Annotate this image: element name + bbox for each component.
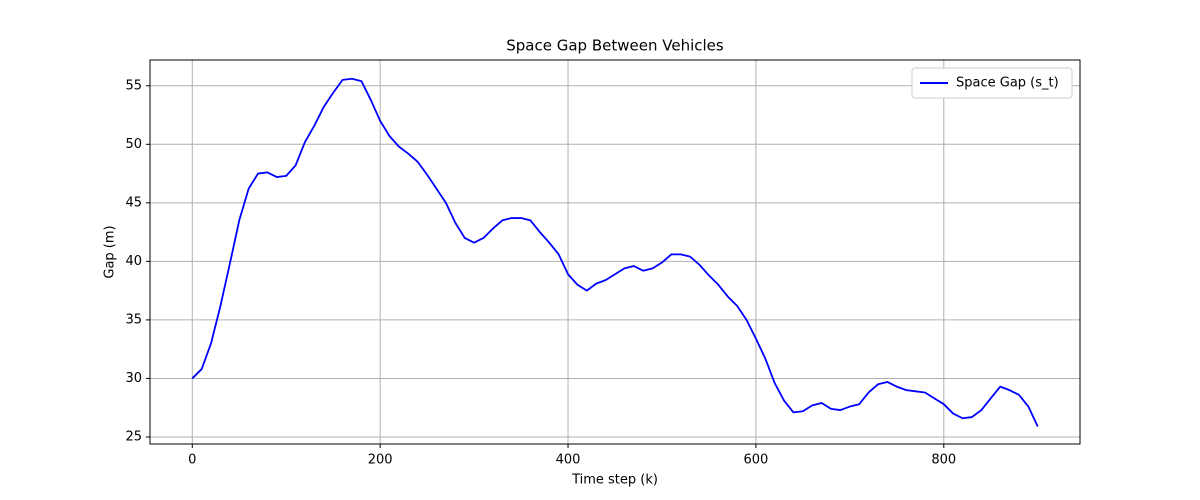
x-tick-label: 200 [368,453,393,468]
y-tick-label: 55 [125,78,142,93]
legend-box [911,67,1073,99]
data-line [191,77,1039,427]
y-tick-label: 50 [125,137,142,152]
chart-title: Space Gap Between Vehicles [506,37,724,55]
y-tick-label: 40 [125,254,142,269]
y-axis-label: Gap (m) [103,225,118,278]
y-tick-label: 30 [125,371,142,386]
plot-frame [149,59,1081,445]
x-tick-label: 800 [931,453,956,468]
legend-label: Space Gap (s_t) [956,76,1059,91]
y-tick-label: 45 [125,195,142,210]
y-tick-label: 35 [125,312,142,327]
x-tick-label: 0 [188,453,196,468]
x-tick-label: 600 [743,453,768,468]
x-axis-label: Time step (k) [571,473,658,488]
x-tick-label: 400 [556,453,581,468]
y-tick-label: 25 [125,429,142,444]
